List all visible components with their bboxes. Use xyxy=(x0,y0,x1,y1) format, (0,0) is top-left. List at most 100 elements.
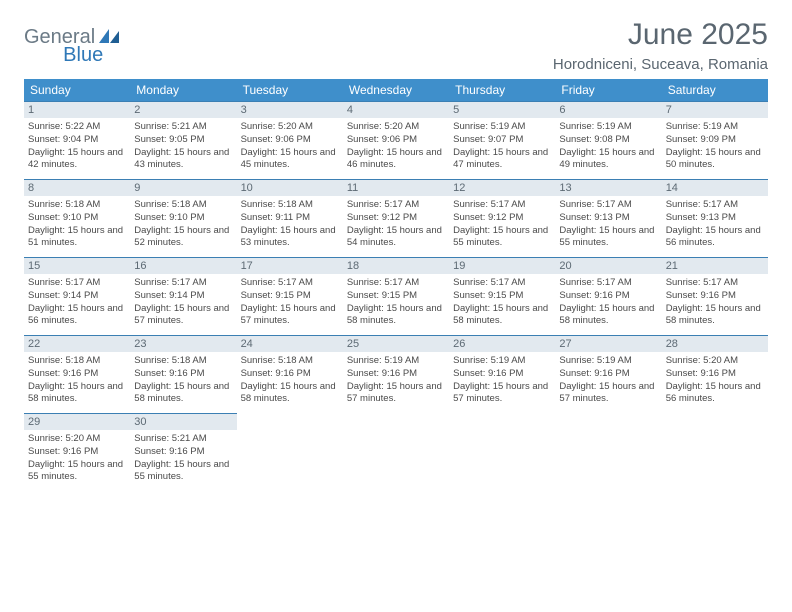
calendar-row: 29Sunrise: 5:20 AMSunset: 9:16 PMDayligh… xyxy=(24,413,768,491)
sunrise-line: Sunrise: 5:20 AM xyxy=(347,121,445,134)
day-number: 24 xyxy=(237,336,343,352)
daylight-line: Daylight: 15 hours and 54 minutes. xyxy=(347,225,445,251)
daylight-line: Daylight: 15 hours and 58 minutes. xyxy=(241,381,339,407)
sunset-line: Sunset: 9:06 PM xyxy=(347,134,445,147)
sunrise-line: Sunrise: 5:19 AM xyxy=(559,355,657,368)
calendar-cell: 14Sunrise: 5:17 AMSunset: 9:13 PMDayligh… xyxy=(662,179,768,257)
sunset-line: Sunset: 9:16 PM xyxy=(241,368,339,381)
daylight-line: Daylight: 15 hours and 57 minutes. xyxy=(559,381,657,407)
sunrise-line: Sunrise: 5:19 AM xyxy=(347,355,445,368)
title-block: June 2025 Horodniceni, Suceava, Romania xyxy=(553,18,768,73)
day-number: 22 xyxy=(24,336,130,352)
day-number: 14 xyxy=(662,180,768,196)
sunrise-line: Sunrise: 5:18 AM xyxy=(134,355,232,368)
sunrise-line: Sunrise: 5:19 AM xyxy=(453,355,551,368)
daylight-line: Daylight: 15 hours and 45 minutes. xyxy=(241,147,339,173)
daylight-line: Daylight: 15 hours and 43 minutes. xyxy=(134,147,232,173)
day-number: 6 xyxy=(555,102,661,118)
sunrise-line: Sunrise: 5:17 AM xyxy=(453,199,551,212)
sunset-line: Sunset: 9:14 PM xyxy=(28,290,126,303)
calendar-cell: 18Sunrise: 5:17 AMSunset: 9:15 PMDayligh… xyxy=(343,257,449,335)
calendar-cell: 3Sunrise: 5:20 AMSunset: 9:06 PMDaylight… xyxy=(237,101,343,179)
sunset-line: Sunset: 9:16 PM xyxy=(28,446,126,459)
sunset-line: Sunset: 9:16 PM xyxy=(453,368,551,381)
day-number: 21 xyxy=(662,258,768,274)
daylight-line: Daylight: 15 hours and 46 minutes. xyxy=(347,147,445,173)
sunset-line: Sunset: 9:16 PM xyxy=(134,368,232,381)
sunset-line: Sunset: 9:07 PM xyxy=(453,134,551,147)
sunset-line: Sunset: 9:09 PM xyxy=(666,134,764,147)
daylight-line: Daylight: 15 hours and 55 minutes. xyxy=(453,225,551,251)
calendar-cell: 25Sunrise: 5:19 AMSunset: 9:16 PMDayligh… xyxy=(343,335,449,413)
day-number: 25 xyxy=(343,336,449,352)
sunrise-line: Sunrise: 5:17 AM xyxy=(559,199,657,212)
day-number: 3 xyxy=(237,102,343,118)
sunrise-line: Sunrise: 5:21 AM xyxy=(134,121,232,134)
day-number: 17 xyxy=(237,258,343,274)
weekday-header: Friday xyxy=(555,79,661,101)
sunrise-line: Sunrise: 5:20 AM xyxy=(241,121,339,134)
sunrise-line: Sunrise: 5:19 AM xyxy=(559,121,657,134)
sunset-line: Sunset: 9:16 PM xyxy=(134,446,232,459)
day-number: 15 xyxy=(24,258,130,274)
calendar-cell: 8Sunrise: 5:18 AMSunset: 9:10 PMDaylight… xyxy=(24,179,130,257)
sunset-line: Sunset: 9:05 PM xyxy=(134,134,232,147)
sunset-line: Sunset: 9:16 PM xyxy=(347,368,445,381)
sunrise-line: Sunrise: 5:21 AM xyxy=(134,433,232,446)
calendar-cell: 27Sunrise: 5:19 AMSunset: 9:16 PMDayligh… xyxy=(555,335,661,413)
calendar-cell: 7Sunrise: 5:19 AMSunset: 9:09 PMDaylight… xyxy=(662,101,768,179)
day-number: 23 xyxy=(130,336,236,352)
sunset-line: Sunset: 9:16 PM xyxy=(666,368,764,381)
calendar-table: Sunday Monday Tuesday Wednesday Thursday… xyxy=(24,79,768,491)
day-number: 7 xyxy=(662,102,768,118)
sunrise-line: Sunrise: 5:18 AM xyxy=(241,355,339,368)
sunset-line: Sunset: 9:15 PM xyxy=(347,290,445,303)
sunrise-line: Sunrise: 5:17 AM xyxy=(666,199,764,212)
daylight-line: Daylight: 15 hours and 55 minutes. xyxy=(28,459,126,485)
daylight-line: Daylight: 15 hours and 58 minutes. xyxy=(347,303,445,329)
sunset-line: Sunset: 9:08 PM xyxy=(559,134,657,147)
daylight-line: Daylight: 15 hours and 56 minutes. xyxy=(28,303,126,329)
sunset-line: Sunset: 9:15 PM xyxy=(241,290,339,303)
daylight-line: Daylight: 15 hours and 58 minutes. xyxy=(559,303,657,329)
sunrise-line: Sunrise: 5:20 AM xyxy=(666,355,764,368)
daylight-line: Daylight: 15 hours and 52 minutes. xyxy=(134,225,232,251)
logo-text-blue: Blue xyxy=(63,44,103,67)
location: Horodniceni, Suceava, Romania xyxy=(553,56,768,73)
calendar-cell: 2Sunrise: 5:21 AMSunset: 9:05 PMDaylight… xyxy=(130,101,236,179)
daylight-line: Daylight: 15 hours and 50 minutes. xyxy=(666,147,764,173)
day-number: 5 xyxy=(449,102,555,118)
sunrise-line: Sunrise: 5:17 AM xyxy=(347,199,445,212)
sunset-line: Sunset: 9:16 PM xyxy=(666,290,764,303)
day-number: 20 xyxy=(555,258,661,274)
header: General Blue June 2025 Horodniceni, Suce… xyxy=(24,18,768,73)
daylight-line: Daylight: 15 hours and 47 minutes. xyxy=(453,147,551,173)
calendar-cell: 28Sunrise: 5:20 AMSunset: 9:16 PMDayligh… xyxy=(662,335,768,413)
day-number: 1 xyxy=(24,102,130,118)
weekday-header: Monday xyxy=(130,79,236,101)
sunset-line: Sunset: 9:16 PM xyxy=(559,368,657,381)
sunrise-line: Sunrise: 5:19 AM xyxy=(453,121,551,134)
calendar-row: 22Sunrise: 5:18 AMSunset: 9:16 PMDayligh… xyxy=(24,335,768,413)
daylight-line: Daylight: 15 hours and 42 minutes. xyxy=(28,147,126,173)
logo: General Blue xyxy=(24,18,165,49)
calendar-cell-empty: . xyxy=(343,413,449,491)
daylight-line: Daylight: 15 hours and 53 minutes. xyxy=(241,225,339,251)
sunset-line: Sunset: 9:13 PM xyxy=(666,212,764,225)
sunrise-line: Sunrise: 5:17 AM xyxy=(347,277,445,290)
daylight-line: Daylight: 15 hours and 51 minutes. xyxy=(28,225,126,251)
sunset-line: Sunset: 9:04 PM xyxy=(28,134,126,147)
sunset-line: Sunset: 9:10 PM xyxy=(28,212,126,225)
calendar-cell: 23Sunrise: 5:18 AMSunset: 9:16 PMDayligh… xyxy=(130,335,236,413)
day-number: 30 xyxy=(130,414,236,430)
weekday-header-row: Sunday Monday Tuesday Wednesday Thursday… xyxy=(24,79,768,101)
sunset-line: Sunset: 9:15 PM xyxy=(453,290,551,303)
month-title: June 2025 xyxy=(553,18,768,52)
daylight-line: Daylight: 15 hours and 55 minutes. xyxy=(134,459,232,485)
calendar-cell: 29Sunrise: 5:20 AMSunset: 9:16 PMDayligh… xyxy=(24,413,130,491)
calendar-cell: 9Sunrise: 5:18 AMSunset: 9:10 PMDaylight… xyxy=(130,179,236,257)
sunrise-line: Sunrise: 5:18 AM xyxy=(241,199,339,212)
calendar-cell: 30 Sunrise: 5:21 AMSunset: 9:16 PMDayligh… xyxy=(130,413,236,491)
weekday-header: Saturday xyxy=(662,79,768,101)
day-number: 28 xyxy=(662,336,768,352)
